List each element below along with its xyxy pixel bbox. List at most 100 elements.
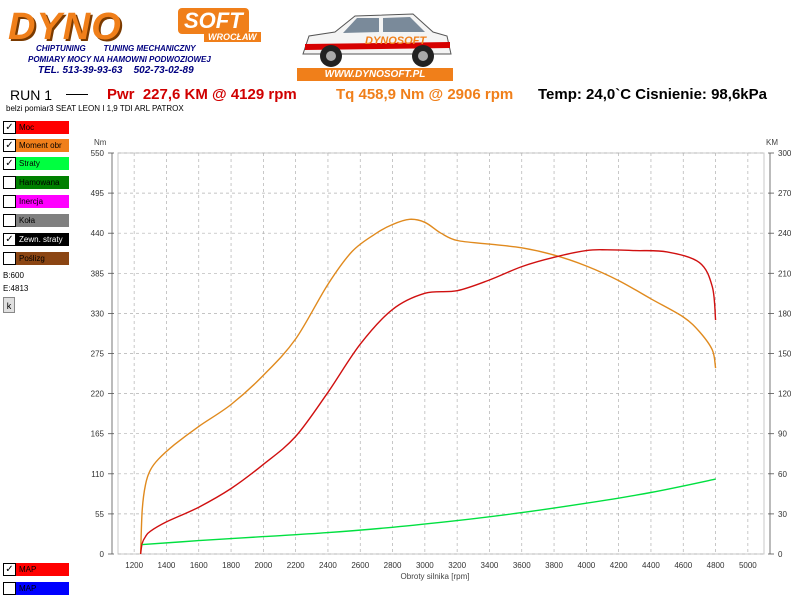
legend-item-1[interactable]: ✓ Moc xyxy=(3,121,69,134)
legend-checkbox[interactable]: ✓ xyxy=(3,139,16,152)
y-left-tick-label: 55 xyxy=(95,510,104,519)
legend-item-6[interactable]: Koła xyxy=(3,214,69,227)
y-axis-left-label: Nm xyxy=(94,138,107,147)
legend-item-5[interactable]: Inercja xyxy=(3,195,69,208)
y-left-tick-label: 385 xyxy=(91,269,105,278)
x-axis-label: Obroty silnika [rpm] xyxy=(401,572,470,581)
phone-numbers: TEL. 513-39-93-63 502-73-02-89 xyxy=(38,65,194,76)
y-right-tick-label: 180 xyxy=(778,309,792,318)
svg-text:DYNOSOFT: DYNOSOFT xyxy=(365,35,427,47)
y-right-tick-label: 60 xyxy=(778,470,787,479)
dynosoft-logo: DYNO SOFT WROCŁAW xyxy=(8,6,270,48)
legend-label: Poślizg xyxy=(16,252,69,265)
legend-bottom-item-1[interactable]: ✓ MAP xyxy=(3,563,69,576)
legend-item-3[interactable]: ✓ Straty xyxy=(3,157,69,170)
y-left-tick-label: 495 xyxy=(91,189,105,198)
logo-soft-text: SOFT xyxy=(178,8,249,34)
legend-label: Zewn. straty xyxy=(16,233,69,246)
chart-series xyxy=(139,218,717,555)
x-tick-label: 2400 xyxy=(319,561,337,570)
run-line-sample xyxy=(66,94,88,95)
chart-grid xyxy=(117,152,765,555)
legend-checkbox[interactable] xyxy=(3,214,16,227)
x-tick-label: 2800 xyxy=(384,561,402,570)
temperature-pressure: Temp: 24,0`C Cisnienie: 98,6kPa xyxy=(538,86,767,103)
y-left-tick-label: 440 xyxy=(91,229,105,238)
y-right-tick-label: 150 xyxy=(778,350,792,359)
legend-label: MAP xyxy=(16,582,69,595)
y-right-tick-label: 120 xyxy=(778,390,792,399)
x-tick-label: 1400 xyxy=(158,561,176,570)
y-right-tick-label: 210 xyxy=(778,269,792,278)
legend-checkbox[interactable]: ✓ xyxy=(3,157,16,170)
legend-checkbox[interactable]: ✓ xyxy=(3,121,16,134)
y-right-tick-label: 270 xyxy=(778,189,792,198)
y-left-tick-label: 0 xyxy=(100,550,105,559)
x-tick-label: 2000 xyxy=(254,561,272,570)
x-tick-label: 1600 xyxy=(190,561,208,570)
legend-checkbox[interactable]: ✓ xyxy=(3,563,16,576)
tagline-dyno: POMIARY MOCY NA HAMOWNI PODWOZIOWEJ xyxy=(28,55,211,64)
x-tick-label: 3000 xyxy=(416,561,434,570)
car-image: DYNOSOFT xyxy=(302,13,452,67)
x-tick-label: 3600 xyxy=(513,561,531,570)
x-tick-label: 3400 xyxy=(481,561,499,570)
legend-label: Inercja xyxy=(16,195,69,208)
y-left-tick-label: 330 xyxy=(91,309,105,318)
legend-item-8[interactable]: Poślizg xyxy=(3,252,69,265)
legend-checkbox[interactable] xyxy=(3,582,16,595)
run-label: RUN 1 xyxy=(10,87,53,103)
x-tick-label: 4200 xyxy=(610,561,628,570)
y-right-tick-label: 90 xyxy=(778,430,787,439)
legend-label: Hamowana xyxy=(16,176,69,189)
legend-item-7[interactable]: ✓ Zewn. straty xyxy=(3,233,69,246)
y-right-tick-label: 240 xyxy=(778,229,792,238)
x-tick-label: 1800 xyxy=(222,561,240,570)
x-tick-label: 2600 xyxy=(351,561,369,570)
run-subtitle: belzi pomiar3 SEAT LEON I 1,9 TDI ARL PA… xyxy=(6,104,184,113)
legend-label: Moc xyxy=(16,121,69,134)
x-tick-label: 1200 xyxy=(125,561,143,570)
series-line-straty xyxy=(142,478,716,546)
website-banner: WWW.DYNOSOFT.PL xyxy=(297,68,453,81)
y-axis-right-label: KM xyxy=(766,138,778,147)
legend-item-2[interactable]: ✓ Moment obr xyxy=(3,139,69,152)
legend-label: Moment obr xyxy=(16,139,69,152)
logo-dyno-text: DYNO xyxy=(8,6,122,48)
x-tick-label: 2200 xyxy=(287,561,305,570)
legend-label: MAP xyxy=(16,563,69,576)
x-tick-label: 4400 xyxy=(642,561,660,570)
legend-label: Straty xyxy=(16,157,69,170)
legend-checkbox[interactable] xyxy=(3,252,16,265)
x-tick-label: 3200 xyxy=(448,561,466,570)
chart-ticks: 1200 1400 1600 1800 2000 2200 2400 2600 2800 3000… xyxy=(91,149,792,570)
power-peak: Pwr 227,6 KM @ 4129 rpm xyxy=(107,86,297,103)
legend-checkbox[interactable] xyxy=(3,195,16,208)
y-right-tick-label: 0 xyxy=(778,550,783,559)
legend-bottom-item-2[interactable]: MAP xyxy=(3,582,69,595)
series-line-moc xyxy=(139,249,717,555)
legend-checkbox[interactable] xyxy=(3,176,16,189)
legend-item-4[interactable]: Hamowana xyxy=(3,176,69,189)
series-line-moment-obr xyxy=(139,218,717,555)
logo-city-text: WROCŁAW xyxy=(204,32,261,42)
y-left-tick-label: 110 xyxy=(91,470,104,479)
y-right-tick-label: 300 xyxy=(778,149,792,158)
x-tick-label: 4600 xyxy=(674,561,692,570)
plot-area xyxy=(117,152,765,555)
y-right-tick-label: 30 xyxy=(778,510,787,519)
legend-checkbox[interactable]: ✓ xyxy=(3,233,16,246)
b-value: B:600 xyxy=(3,271,24,280)
y-left-tick-label: 275 xyxy=(91,350,105,359)
y-left-tick-label: 165 xyxy=(91,430,105,439)
y-left-tick-label: 220 xyxy=(91,390,105,399)
k-button[interactable]: k xyxy=(3,297,15,313)
x-tick-label: 4000 xyxy=(577,561,595,570)
legend-label: Koła xyxy=(16,214,69,227)
dyno-chart: 1200 1400 1600 1800 2000 2200 2400 2600 2800 3000… xyxy=(91,138,792,581)
y-left-tick-label: 550 xyxy=(91,149,105,158)
x-tick-label: 5000 xyxy=(739,561,757,570)
tagline-services: CHIPTUNING TUNING MECHANICZNY xyxy=(36,44,196,53)
e-value: E:4813 xyxy=(3,284,29,293)
x-tick-label: 4800 xyxy=(707,561,725,570)
